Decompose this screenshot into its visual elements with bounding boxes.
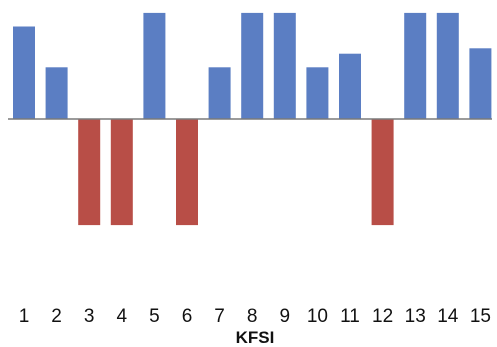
x-tick-12: 12 [372, 306, 393, 327]
x-tick-2: 2 [51, 306, 62, 327]
x-tick-14: 14 [437, 306, 459, 327]
x-tick-13: 13 [405, 306, 426, 327]
bar-15 [469, 48, 492, 119]
x-tick-11: 11 [340, 306, 360, 327]
bar-12 [371, 119, 394, 226]
bars-group [13, 12, 492, 226]
bar-3 [78, 119, 101, 226]
bar-1 [13, 26, 35, 119]
x-tick-5: 5 [149, 306, 160, 327]
x-tick-1: 1 [19, 306, 30, 327]
x-tick-8: 8 [247, 306, 258, 327]
x-tick-10: 10 [307, 306, 328, 327]
bar-7 [208, 67, 231, 119]
x-tick-3: 3 [84, 306, 95, 327]
bar-6 [176, 119, 198, 226]
x-axis-label: KFSI [236, 328, 275, 347]
x-tick-9: 9 [280, 306, 291, 327]
x-tick-4: 4 [117, 306, 128, 327]
bar-8 [241, 12, 264, 119]
x-tick-labels: 1 2 3 4 5 6 7 8 9 10 11 12 13 14 15 [19, 306, 491, 327]
bar-11 [339, 53, 361, 120]
bar-5 [143, 12, 166, 119]
bar-14 [436, 12, 459, 119]
x-tick-7: 7 [214, 306, 225, 327]
bar-13 [404, 12, 427, 119]
bar-10 [306, 67, 329, 119]
x-tick-15: 15 [470, 306, 491, 327]
bar-2 [45, 67, 68, 119]
x-tick-6: 6 [182, 306, 193, 327]
bar-4 [110, 119, 133, 226]
bar-9 [273, 12, 296, 119]
